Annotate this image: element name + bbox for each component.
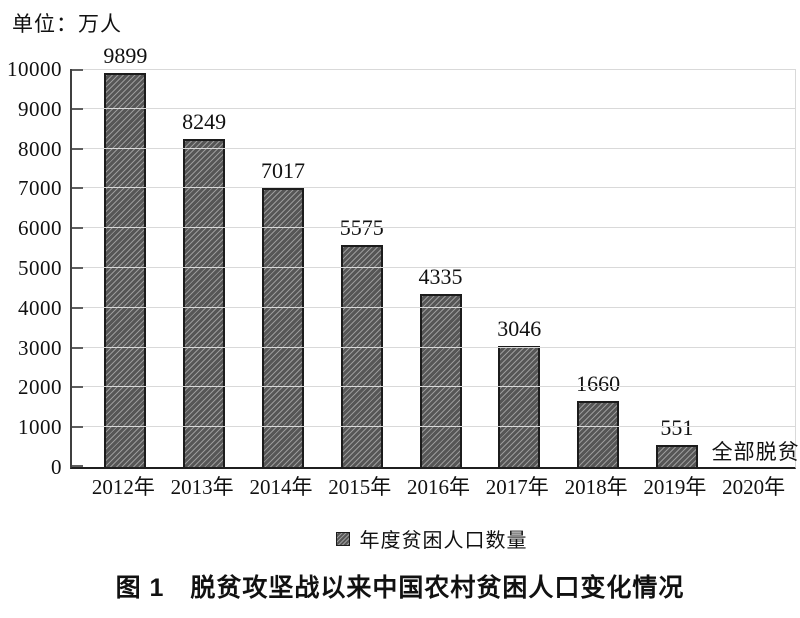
y-axis-tick-label: 4000 — [18, 295, 62, 320]
figure-title: 图 1 脱贫攻坚战以来中国农村贫困人口变化情况 — [115, 574, 685, 602]
gridline — [72, 267, 795, 268]
y-axis-tick-label: 6000 — [18, 216, 62, 241]
bar — [340, 245, 383, 467]
bar-value-label: 1660 — [576, 371, 621, 396]
y-axis-tick-label: 7000 — [18, 176, 62, 201]
bar-column: 3046 — [480, 69, 559, 467]
gridline — [72, 147, 795, 149]
bar-value-label: 7017 — [260, 158, 305, 183]
x-axis-label: 2012年 — [91, 475, 155, 499]
y-axis-tick — [72, 346, 83, 349]
gridline — [72, 346, 795, 348]
gridline — [72, 187, 795, 189]
unit-label: 单位：万人 — [12, 12, 122, 36]
bar-column: 5575 — [322, 69, 401, 467]
x-axis-label: 2017年 — [485, 475, 549, 499]
gridline — [72, 69, 795, 70]
bar-column: 1660 — [559, 69, 638, 467]
gridline — [72, 426, 795, 428]
y-axis-tick — [72, 69, 83, 71]
bar-columns: 9899 8249 7017 5575 4335 3046 1660 551 全部脱贫 — [86, 45, 799, 467]
bar — [498, 346, 541, 467]
y-axis-tick-label: 8000 — [18, 136, 62, 161]
bar — [419, 294, 462, 467]
y-axis-tick — [72, 386, 83, 389]
y-axis-tick — [72, 267, 83, 269]
x-axis-label: 2016年 — [407, 475, 471, 499]
y-axis-tick — [72, 426, 83, 429]
bar — [261, 188, 304, 467]
legend-hatch-swatch-icon — [335, 531, 350, 546]
bar-value-label: 8249 — [182, 109, 227, 134]
y-axis-tick-label: 2000 — [18, 375, 62, 400]
y-axis-tick — [72, 306, 83, 309]
y-axis-tick-label: 0 — [51, 455, 62, 479]
bar-column: 8249 — [165, 69, 244, 467]
gridline — [72, 107, 795, 109]
y-axis-tick-label: 5000 — [18, 256, 62, 280]
bar — [104, 73, 147, 467]
gridline — [72, 306, 795, 308]
plot-area: 9899 8249 7017 5575 4335 3046 1660 551 全部脱贫 — [70, 45, 799, 469]
y-axis-tick — [72, 187, 83, 190]
gridline — [72, 227, 795, 229]
bar-value-label: 9899 — [103, 43, 148, 68]
x-axis-label: 2014年 — [249, 475, 313, 499]
y-axis-tick-label: 9000 — [18, 96, 62, 121]
bar-column: 9899 — [86, 45, 165, 467]
y-axis-tick — [72, 465, 83, 467]
x-axis-label: 2019年 — [643, 475, 707, 499]
y-axis-tick — [72, 107, 83, 110]
x-axis-label: 2013年 — [170, 475, 234, 499]
bar-value-label: 3046 — [497, 316, 542, 341]
bar-column: 551 — [637, 69, 716, 467]
bar — [183, 139, 226, 467]
bar-column: 4335 — [401, 69, 480, 467]
x-axis-label: 2020年 — [722, 475, 786, 499]
gridline — [72, 386, 795, 388]
x-axis-labels: 2012年 2013年 2014年 2015年 2016年 2017年 2018年 2019年… — [84, 474, 793, 501]
x-axis-label: 2018年 — [564, 475, 628, 499]
y-axis-tick-label: 3000 — [18, 335, 62, 360]
x-axis-label: 2015年 — [328, 475, 392, 499]
bar-value-label: 4335 — [418, 264, 463, 289]
y-axis-tick — [72, 147, 83, 150]
bar-column: 7017 — [244, 69, 323, 467]
annotation-label: 全部脱贫 — [711, 440, 800, 464]
bar — [577, 401, 620, 467]
legend-label: 年度贫困人口数量 — [359, 530, 528, 552]
legend: 年度贫困人口数量 — [70, 524, 793, 553]
y-axis-tick-label: 10000 — [7, 57, 62, 81]
bar-value-label: 551 — [660, 415, 694, 440]
y-axis-tick — [72, 227, 83, 230]
y-axis-tick-label: 1000 — [18, 415, 62, 440]
bar — [655, 445, 698, 467]
bar-column: 全部脱贫 — [712, 69, 799, 467]
